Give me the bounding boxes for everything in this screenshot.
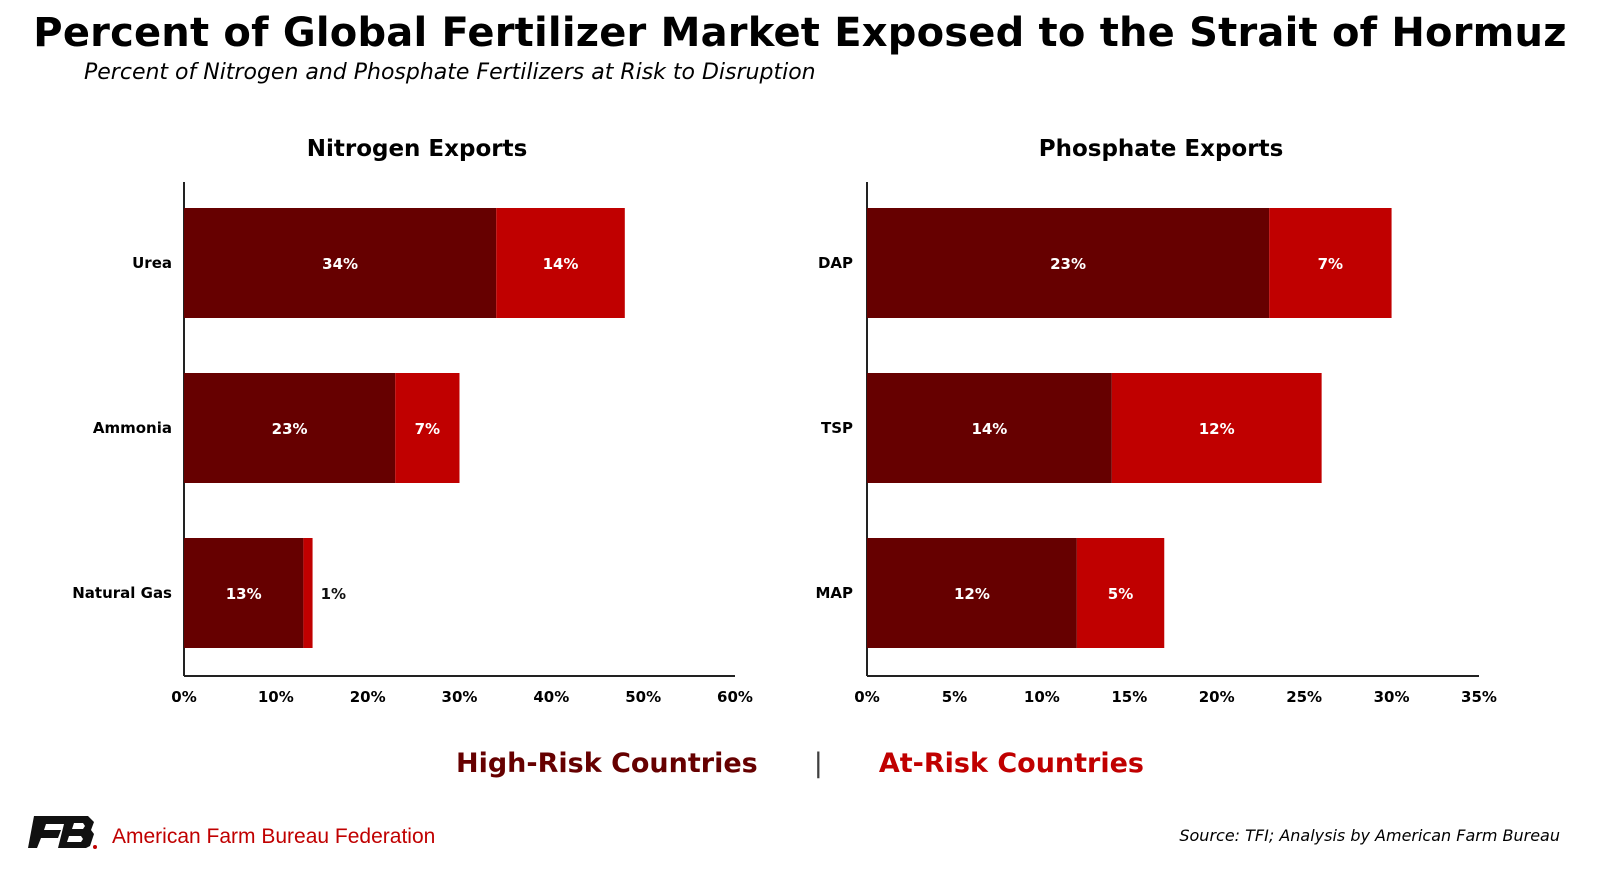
data-label-at-risk: 1% [321,585,346,603]
bar-high-risk [867,208,1270,318]
category-label: DAP [818,254,853,272]
bar-high-risk [867,373,1112,483]
x-tick-label: 15% [1111,688,1147,706]
bar-high-risk [184,208,497,318]
chart-title: Percent of Global Fertilizer Market Expo… [33,10,1567,56]
bar-at-risk [496,208,625,318]
x-tick-label: 0% [171,688,196,706]
data-label-at-risk: 7% [415,420,440,438]
x-tick-label: 30% [1374,688,1410,706]
data-label-high-risk: 23% [272,420,308,438]
data-label-high-risk: 13% [226,585,262,603]
x-tick-label: 0% [854,688,879,706]
panel-title: Phosphate Exports [1039,136,1284,162]
x-tick-label: 60% [717,688,753,706]
nitrogen-chart: Nitrogen Exports 0% 10% 20% 30% 40% 50% 60% Urea… [72,136,753,706]
x-tick-label: 35% [1461,688,1497,706]
data-label-high-risk: 12% [954,585,990,603]
phosphate-chart: Phosphate Exports 0% 5% 10% 15% 20% 25% 30% 35% D… [815,136,1497,706]
bar-at-risk [1269,208,1392,318]
legend: High-Risk Countries | At-Risk Countries [0,748,1600,779]
data-label-at-risk: 14% [543,255,579,273]
bar-high-risk [184,373,396,483]
x-tick-label: 10% [1024,688,1060,706]
data-label-high-risk: 34% [322,255,358,273]
nitrogen-panel: Nitrogen Exports 0% 10% 20% 30% 40% 50% 60% Urea… [40,120,760,720]
x-tick-label: 30% [442,688,478,706]
category-label: MAP [815,584,853,602]
category-label: TSP [821,419,853,437]
bar-at-risk [1076,538,1165,648]
category-label: Urea [132,254,172,272]
x-tick-label: 10% [258,688,294,706]
data-label-at-risk: 7% [1318,255,1343,273]
bar-at-risk [303,538,313,648]
category-label: Ammonia [93,419,172,437]
x-tick-label: 5% [942,688,967,706]
organization-name: American Farm Bureau Federation [112,825,436,848]
bar-at-risk [395,373,460,483]
bar-at-risk [1111,373,1322,483]
legend-separator: | [813,748,823,779]
data-label-at-risk: 12% [1199,420,1235,438]
bar-high-risk [867,538,1077,648]
x-tick-label: 50% [625,688,661,706]
x-tick-label: 20% [1199,688,1235,706]
data-label-at-risk: 5% [1108,585,1133,603]
phosphate-panel: Phosphate Exports 0% 5% 10% 15% 20% 25% 30% 35% D… [720,120,1496,720]
x-tick-label: 25% [1286,688,1322,706]
afbf-logo-icon [28,816,97,849]
source-note: Source: TFI; Analysis by American Farm B… [1179,826,1560,845]
bar-high-risk [184,538,304,648]
panel-title: Nitrogen Exports [307,136,528,162]
data-label-high-risk: 23% [1050,255,1086,273]
category-label: Natural Gas [72,584,172,602]
chart-subtitle: Percent of Nitrogen and Phosphate Fertil… [84,60,816,85]
x-tick-label: 40% [533,688,569,706]
legend-high-risk: High-Risk Countries [455,748,758,779]
data-label-high-risk: 14% [971,420,1007,438]
x-tick-label: 20% [350,688,386,706]
legend-at-risk: At-Risk Countries [878,748,1144,779]
